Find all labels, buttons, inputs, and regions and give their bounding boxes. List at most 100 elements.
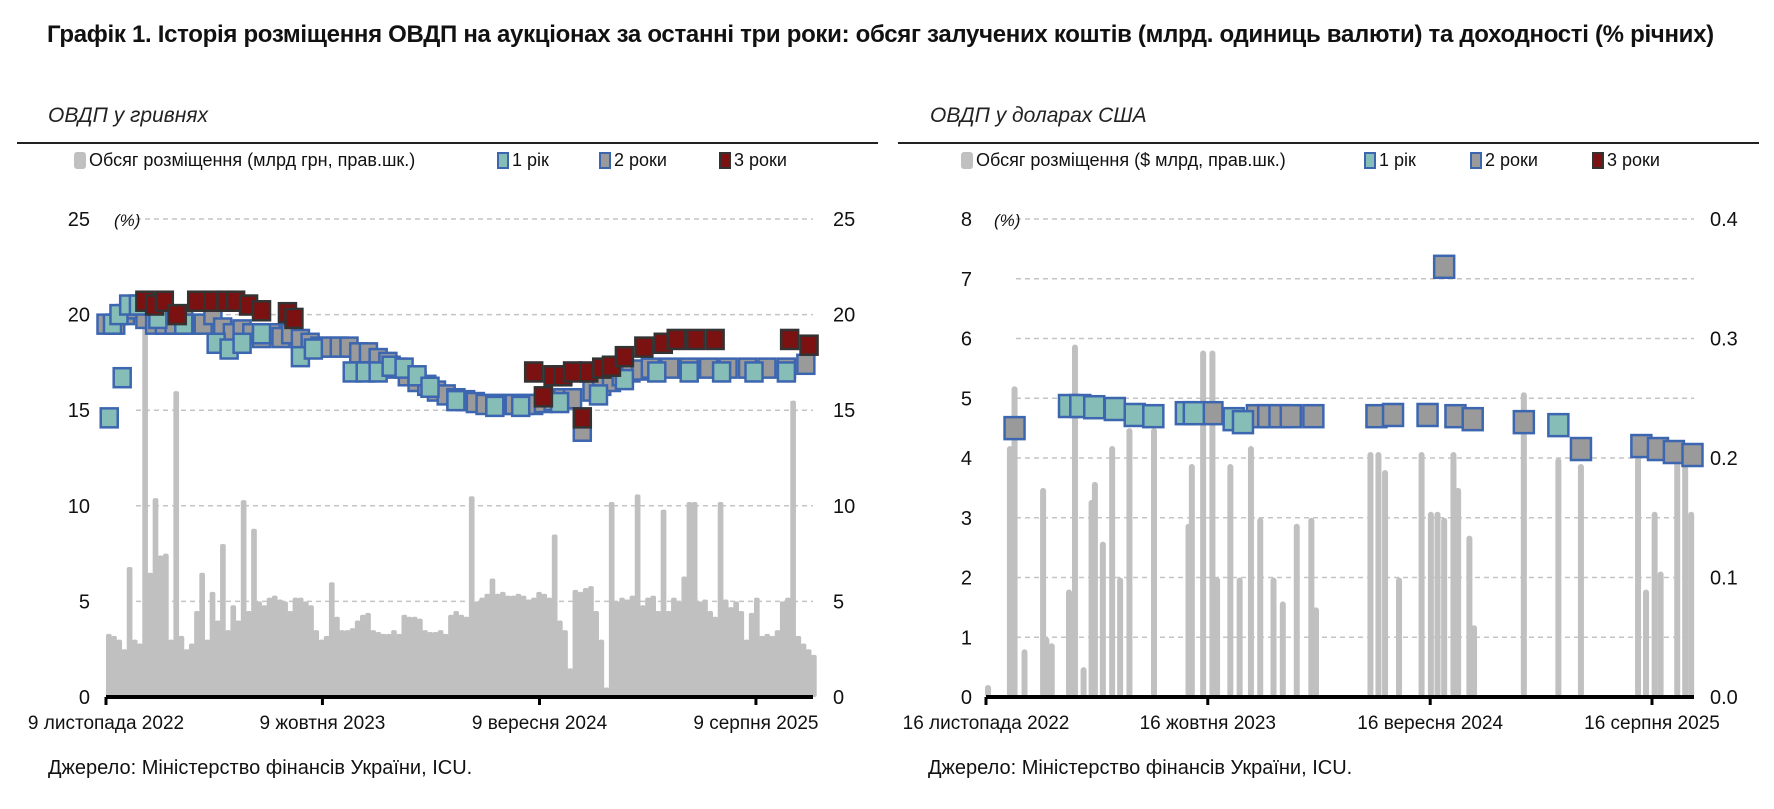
volume-bar [1257, 517, 1264, 697]
volume-bar [427, 631, 434, 697]
volume-bar [707, 610, 714, 697]
yield-1y-marker [711, 361, 732, 383]
volume-bar [360, 614, 366, 697]
volume-bar [328, 582, 335, 697]
volume-bar [525, 599, 532, 697]
volume-bar [116, 639, 123, 697]
y-left-tick-label: 5 [79, 591, 90, 613]
volume-bar [1382, 469, 1389, 697]
volume-bar [1080, 667, 1087, 697]
volume-bar [1367, 452, 1374, 697]
volume-bar [1270, 577, 1277, 697]
yield-2y-marker [1461, 406, 1484, 432]
volume-bar [1520, 392, 1527, 697]
y-left-tick-label: 25 [68, 209, 90, 231]
volume-bar [598, 639, 605, 697]
volume-bar [380, 633, 387, 697]
volume-bar [178, 635, 185, 697]
volume-bar [712, 616, 719, 697]
volume-bar [157, 555, 164, 697]
volume-bar [1109, 446, 1116, 697]
yield-3y-marker [705, 328, 725, 351]
volume-bar [593, 610, 599, 697]
volume-bar [645, 597, 651, 697]
y-right-tick-label: 20 [833, 305, 855, 327]
volume-bar [484, 593, 491, 697]
volume-bar [582, 588, 589, 697]
y-left-tick-label: 10 [68, 496, 90, 518]
y-right-tick-label: 0.2 [1710, 448, 1738, 470]
volume-bar [396, 633, 402, 697]
volume-bar [271, 595, 278, 697]
left-divider [17, 142, 878, 144]
volume-bar [1577, 463, 1584, 697]
y-left-tick-label: 1 [961, 627, 972, 649]
y-left-tick-label: 0 [961, 687, 972, 709]
y-left-tick-label: 4 [961, 448, 972, 470]
volume-bar [759, 635, 765, 697]
yield-3y-marker [523, 361, 544, 383]
legend-item-volume: Обсяг розміщення (млрд грн, прав.шк.) [74, 150, 415, 171]
volume-bar [728, 607, 734, 697]
volume-bar [681, 576, 688, 697]
yield-1y-marker [679, 361, 699, 383]
legend-item-1y: 1 рік [1364, 150, 1416, 171]
volume-bar [1643, 589, 1650, 697]
volume-bar [411, 616, 418, 697]
legend-item-volume: Обсяг розміщення ($ млрд, прав.шк.) [961, 150, 1286, 171]
volume-bar [1441, 517, 1448, 697]
volume-bar [531, 597, 537, 697]
volume-bar [1657, 571, 1664, 697]
volume-bar [1214, 577, 1221, 697]
yield-1y-marker [776, 361, 797, 383]
y-right-tick-label: 0.0 [1710, 687, 1738, 709]
gray-square-icon [1470, 151, 1482, 169]
volume-bar [1188, 463, 1195, 697]
yield-1y-marker [232, 332, 252, 355]
x-tick-label: 16 вересня 2024 [1357, 713, 1503, 734]
left-source-note: Джерело: Міністерство фінансів України, … [48, 757, 473, 779]
volume-bar [1048, 643, 1055, 697]
volume-bar [686, 501, 693, 697]
yield-3y-marker [614, 345, 635, 368]
volume-bar [588, 586, 594, 697]
volume-bar [370, 630, 377, 697]
volume-bar [650, 595, 657, 697]
volume-bar [277, 599, 283, 697]
volume-bar [541, 593, 548, 697]
volume-bar [406, 616, 413, 697]
volume-bar [567, 668, 574, 697]
volume-bar [795, 635, 802, 697]
volume-bar [1455, 487, 1462, 697]
volume-bar [1236, 577, 1243, 697]
x-tick-label: 9 жовтня 2023 [260, 713, 386, 734]
volume-bar [1293, 523, 1300, 697]
y-right-tick-label: 10 [833, 496, 855, 518]
volume-bar [1227, 463, 1234, 697]
volume-bar [748, 612, 755, 697]
volume-bar [676, 601, 682, 697]
volume-bar [282, 601, 288, 697]
bar-swatch-icon [74, 151, 86, 169]
x-tick-label: 16 жовтня 2023 [1140, 713, 1276, 734]
yield-1y-marker [744, 361, 764, 383]
volume-bar [499, 591, 506, 697]
volume-bar [1099, 541, 1106, 697]
volume-bar [1682, 458, 1689, 697]
volume-bar [422, 630, 428, 697]
volume-bar [603, 687, 610, 697]
volume-bar [733, 601, 739, 697]
volume-bar [790, 400, 796, 697]
yield-1y-marker [99, 407, 119, 429]
yield-1y-marker [112, 366, 132, 389]
yield-3y-marker [186, 290, 207, 312]
volume-bar [391, 630, 397, 697]
y-right-tick-label: 5 [833, 591, 844, 613]
yield-2y-marker [1201, 400, 1224, 426]
volume-bar [1418, 452, 1425, 697]
volume-bar [308, 605, 314, 697]
volume-bar [505, 595, 511, 697]
yield-1y-marker [647, 361, 667, 383]
right-chart-subtitle: ОВДП у доларах США [930, 104, 1147, 127]
